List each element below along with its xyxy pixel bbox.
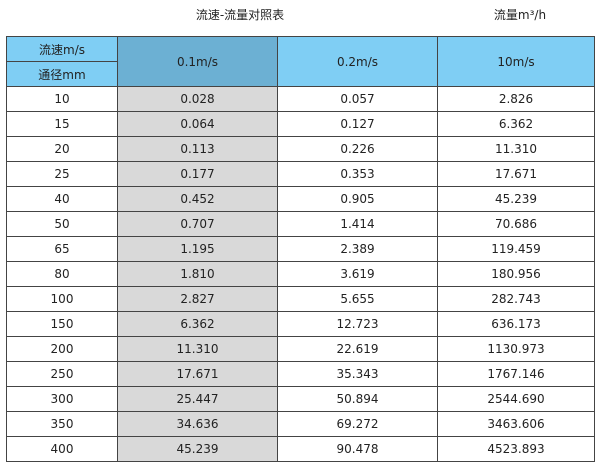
diameter-cell: 150 [6, 311, 118, 337]
flow-cell: 6.362 [437, 111, 595, 137]
flow-cell: 0.113 [117, 136, 278, 162]
flow-cell: 1.810 [117, 261, 278, 287]
column-header: 10m/s [437, 36, 595, 87]
flow-cell: 0.452 [117, 186, 278, 212]
flow-cell: 0.028 [117, 86, 278, 112]
flow-cell: 2.826 [437, 86, 595, 112]
table-row: 50 0.707 1.414 70.686 [6, 211, 595, 237]
table-row: 65 1.195 2.389 119.459 [6, 236, 595, 262]
flow-cell: 0.064 [117, 111, 278, 137]
diameter-cell: 50 [6, 211, 118, 237]
flow-cell: 22.619 [277, 336, 438, 362]
flow-cell: 119.459 [437, 236, 595, 262]
flow-cell: 69.272 [277, 411, 438, 437]
flow-cell: 6.362 [117, 311, 278, 337]
table-row: 25 0.177 0.353 17.671 [6, 161, 595, 187]
flow-cell: 180.956 [437, 261, 595, 287]
flow-cell: 282.743 [437, 286, 595, 312]
flow-cell: 0.905 [277, 186, 438, 212]
flow-cell: 4523.893 [437, 436, 595, 462]
flow-cell: 70.686 [437, 211, 595, 237]
flow-cell: 0.353 [277, 161, 438, 187]
table-title: 流速-流量对照表 [195, 8, 285, 22]
diameter-cell: 300 [6, 386, 118, 412]
flow-cell: 50.894 [277, 386, 438, 412]
flow-cell: 5.655 [277, 286, 438, 312]
flow-cell: 1130.973 [437, 336, 595, 362]
flow-cell: 0.707 [117, 211, 278, 237]
velocity-header: 流速m/s [6, 36, 118, 62]
flow-cell: 2.389 [277, 236, 438, 262]
flow-cell: 3463.606 [437, 411, 595, 437]
flow-cell: 2544.690 [437, 386, 595, 412]
flow-cell: 34.636 [117, 411, 278, 437]
flow-cell: 35.343 [277, 361, 438, 387]
column-header: 0.1m/s [117, 36, 278, 87]
flow-cell: 1.414 [277, 211, 438, 237]
table-row: 300 25.447 50.894 2544.690 [6, 386, 595, 412]
diameter-cell: 15 [6, 111, 118, 137]
table-row: 150 6.362 12.723 636.173 [6, 311, 595, 337]
flow-table: 流速m/s 0.1m/s 0.2m/s 10m/s 通径mm 10 0.028 0.… [6, 36, 595, 462]
flow-cell: 11.310 [117, 336, 278, 362]
flow-cell: 25.447 [117, 386, 278, 412]
diameter-cell: 40 [6, 186, 118, 212]
table-row: 20 0.113 0.226 11.310 [6, 136, 595, 162]
flow-cell: 0.177 [117, 161, 278, 187]
table-row: 100 2.827 5.655 282.743 [6, 286, 595, 312]
flow-cell: 2.827 [117, 286, 278, 312]
flow-cell: 636.173 [437, 311, 595, 337]
diameter-cell: 250 [6, 361, 118, 387]
diameter-cell: 25 [6, 161, 118, 187]
diameter-cell: 80 [6, 261, 118, 287]
flow-cell: 90.478 [277, 436, 438, 462]
diameter-header: 通径mm [6, 61, 118, 87]
diameter-cell: 65 [6, 236, 118, 262]
flow-cell: 0.127 [277, 111, 438, 137]
unit-label: 流量m³/h [493, 8, 547, 22]
flow-cell: 45.239 [437, 186, 595, 212]
flow-cell: 17.671 [117, 361, 278, 387]
flow-cell: 0.226 [277, 136, 438, 162]
table-row: 80 1.810 3.619 180.956 [6, 261, 595, 287]
table-row: 250 17.671 35.343 1767.146 [6, 361, 595, 387]
flow-cell: 45.239 [117, 436, 278, 462]
flow-cell: 1.195 [117, 236, 278, 262]
flow-cell: 0.057 [277, 86, 438, 112]
flow-cell: 3.619 [277, 261, 438, 287]
table-row: 40 0.452 0.905 45.239 [6, 186, 595, 212]
diameter-cell: 20 [6, 136, 118, 162]
flow-cell: 1767.146 [437, 361, 595, 387]
diameter-cell: 400 [6, 436, 118, 462]
table-row: 400 45.239 90.478 4523.893 [6, 436, 595, 462]
diameter-cell: 350 [6, 411, 118, 437]
flow-cell: 17.671 [437, 161, 595, 187]
table-row: 10 0.028 0.057 2.826 [6, 86, 595, 112]
diameter-cell: 200 [6, 336, 118, 362]
table-row: 350 34.636 69.272 3463.606 [6, 411, 595, 437]
column-header: 0.2m/s [277, 36, 438, 87]
diameter-cell: 10 [6, 86, 118, 112]
table-row: 15 0.064 0.127 6.362 [6, 111, 595, 137]
flow-cell: 12.723 [277, 311, 438, 337]
diameter-cell: 100 [6, 286, 118, 312]
flow-cell: 11.310 [437, 136, 595, 162]
table-row: 200 11.310 22.619 1130.973 [6, 336, 595, 362]
